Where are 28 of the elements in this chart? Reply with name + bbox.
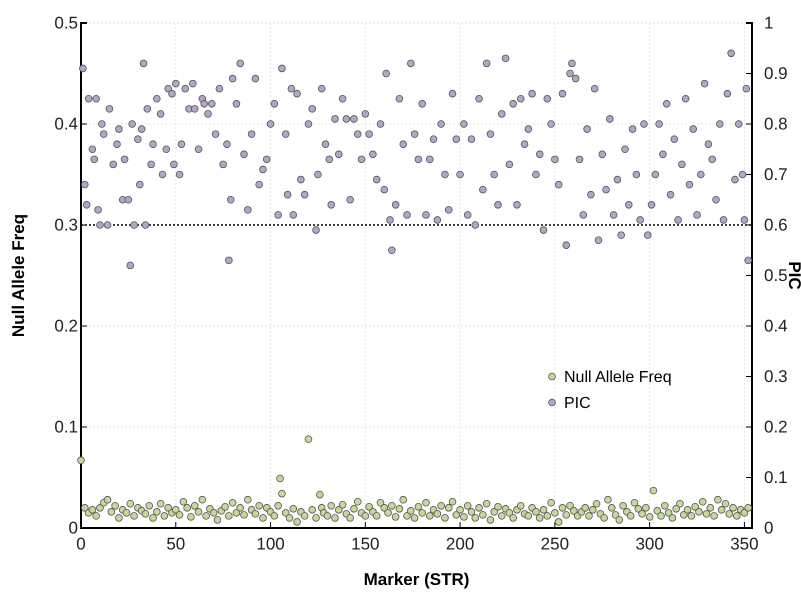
x-tick-label: 250 (540, 534, 570, 554)
x-tick-label: 300 (635, 534, 664, 554)
y2-tick-label: 0.4 (764, 316, 788, 336)
y2-tick-label: 0.1 (764, 468, 788, 487)
y-tick-label: 0.2 (54, 316, 78, 336)
y2-tick-label: 1 (764, 13, 774, 32)
y2-tick-label: 0.6 (764, 215, 788, 234)
x-tick-label: 200 (446, 534, 474, 554)
y2-tick-label: 0.5 (764, 266, 788, 285)
y-tick-label: 0.1 (54, 417, 78, 436)
x-tick-label: 150 (351, 534, 380, 554)
legend-label: PIC (564, 395, 591, 412)
y-tick-label: 0.5 (54, 13, 78, 32)
x-tick-label: 50 (166, 534, 186, 554)
x-axis-title: Marker (STR) (364, 570, 470, 589)
x-tick-label: 100 (256, 534, 285, 554)
x-tick-label: 350 (730, 534, 759, 554)
legend-label: Null Allele Freq (564, 369, 672, 386)
y-axis-title: Null Allele Freq (9, 214, 28, 338)
y2-tick-label: 0.2 (764, 417, 788, 436)
y2-tick-label: 0.8 (764, 114, 788, 134)
y2-tick-label: 0.7 (764, 164, 788, 184)
y-tick-label: 0 (68, 518, 78, 538)
y2-tick-label: 0.9 (764, 64, 788, 83)
y2-tick-label: 0.3 (764, 366, 788, 386)
y-tick-label: 0.3 (54, 215, 78, 234)
y2-tick-label: 0 (764, 518, 774, 538)
y-tick-label: 0.4 (54, 114, 78, 134)
